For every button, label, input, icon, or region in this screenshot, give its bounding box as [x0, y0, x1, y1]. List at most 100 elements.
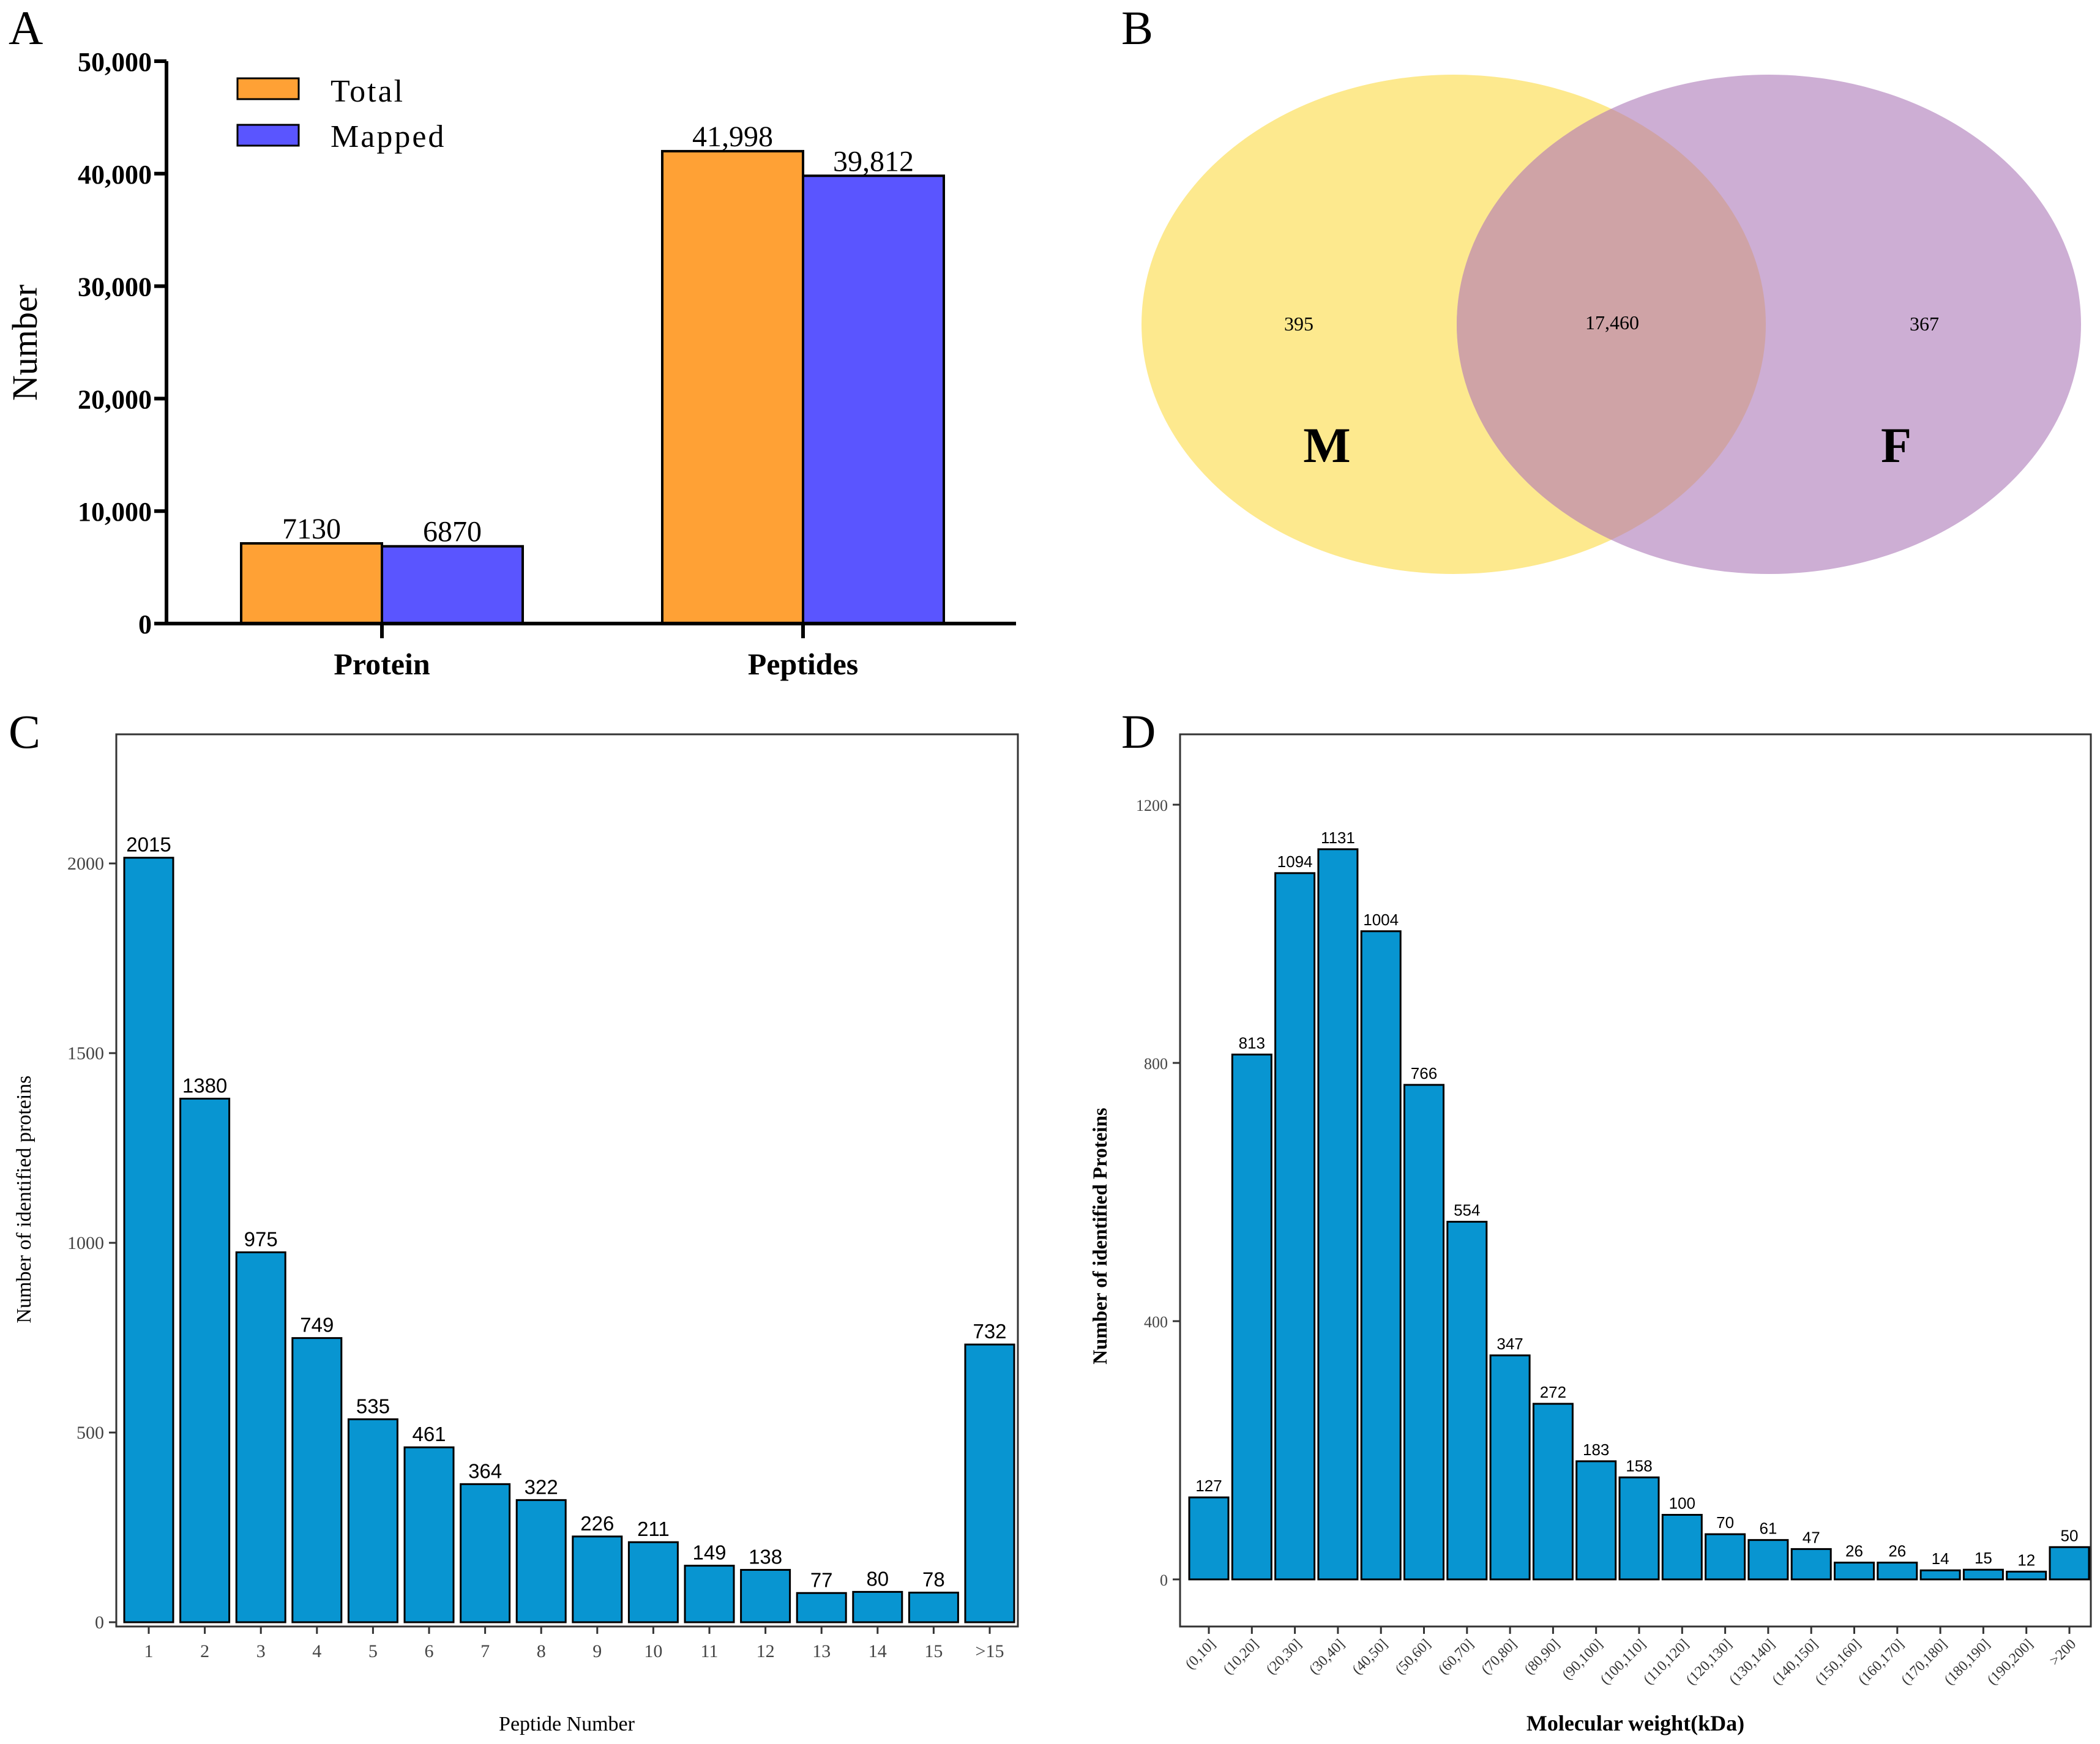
- panel-a-ytick-label: 0: [138, 609, 152, 639]
- panel-d-category-label: (180,190]: [1941, 1636, 1994, 1688]
- panel-label-b: B: [1121, 1, 1153, 54]
- legend-label-total: Total: [331, 74, 405, 109]
- panel-c-category-label: 9: [592, 1641, 602, 1661]
- panel-c-ytick-label: 1500: [67, 1043, 104, 1064]
- panel-d-bar-21: [2049, 1546, 2090, 1581]
- bar-value-label: 7130: [282, 513, 341, 545]
- panel-c-bar-14: [852, 1590, 903, 1623]
- panel-c-bar-11: [684, 1565, 735, 1623]
- panel-c-ytick-label: 1000: [67, 1233, 104, 1253]
- panel-d-bar-value-label: 26: [1888, 1542, 1906, 1560]
- panel-d-bar-8: [1489, 1354, 1531, 1581]
- panel-b-venn-diagram: 395 17,460 367 M F: [1142, 75, 2081, 574]
- panel-c-bar-9: [572, 1535, 623, 1623]
- panel-a-ytick-label: 30,000: [78, 272, 152, 302]
- panel-d-category-label: >200: [2047, 1636, 2079, 1669]
- panel-d-bar-value-label: 100: [1669, 1494, 1695, 1513]
- panel-a-ytick-label: 10,000: [78, 497, 152, 527]
- bar-total-peptides: [661, 150, 804, 625]
- panel-c-category-label: 1: [144, 1641, 154, 1661]
- panel-c-bar-6: [403, 1446, 455, 1623]
- panel-c-bar-value-label: 364: [468, 1459, 502, 1482]
- panel-d-bar-value-label: 766: [1411, 1064, 1437, 1083]
- panel-d-bar-value-label: 1004: [1363, 911, 1399, 929]
- venn-overlap: [1457, 75, 1766, 574]
- panel-c-ytick-label: 2000: [67, 854, 104, 874]
- panel-c-category-label: 11: [701, 1641, 719, 1661]
- panel-c-bar-15: [908, 1592, 959, 1623]
- panel-c-bar-value-label: 80: [866, 1567, 889, 1590]
- panel-c-xlabel: Peptide Number: [499, 1713, 635, 1735]
- panel-c-ylabel: Number of identified proteins: [13, 1075, 35, 1323]
- panel-c-bar-value-label: 77: [810, 1568, 833, 1591]
- panel-c-category-label: 10: [644, 1641, 662, 1661]
- panel-d-bar-value-label: 70: [1716, 1513, 1734, 1532]
- panel-d-category-label: (70,80]: [1478, 1636, 1520, 1678]
- venn-label-f: F: [1881, 417, 1911, 473]
- panel-d-bar-11: [1618, 1476, 1660, 1581]
- panel-d-bar-value-label: 183: [1583, 1440, 1609, 1459]
- panel-c-ytick-label: 0: [95, 1612, 104, 1633]
- panel-d-bar-6: [1403, 1084, 1444, 1581]
- panel-c-bar-value-label: 975: [244, 1228, 278, 1251]
- panel-d-bar-value-label: 26: [1845, 1542, 1863, 1560]
- panel-c-bar-4: [291, 1337, 343, 1623]
- panel-c-ytick-label: 500: [77, 1423, 104, 1443]
- panel-d-bar-19: [1962, 1568, 2004, 1581]
- panel-d-bar-value-label: 127: [1195, 1477, 1222, 1495]
- panel-c-bar-value-label: 732: [973, 1320, 1006, 1343]
- panel-a-bar-chart: 0 10,000 20,000 30,000 40,000 50,000 7130 6870…: [5, 47, 1016, 681]
- panel-a-category-label: Peptides: [748, 647, 859, 681]
- panel-d-bar-value-label: 15: [1975, 1549, 1992, 1567]
- panel-d-bar-9: [1532, 1403, 1574, 1581]
- panel-d-category-label: (190,200]: [1984, 1636, 2036, 1688]
- panel-d-category-label: (0,10]: [1183, 1636, 1219, 1672]
- panel-d-bar-20: [2006, 1570, 2047, 1581]
- panel-d-category-label: (160,170]: [1855, 1636, 1907, 1688]
- panel-d-ytick-label: 800: [1144, 1055, 1168, 1073]
- panel-c-bar-value-label: 149: [692, 1541, 726, 1564]
- panel-d-ytick-label: 1200: [1136, 797, 1168, 814]
- panel-d-bar-value-label: 50: [2061, 1526, 2079, 1545]
- panel-c-bar-value-label: 535: [356, 1395, 390, 1417]
- panel-d-category-label: (140,150]: [1769, 1636, 1822, 1688]
- bar-value-label: 41,998: [692, 121, 773, 153]
- venn-f-only-count: 367: [1910, 313, 1939, 335]
- panel-d-bar-chart: 0 400 800 1200 127 813 1094 1131 1004 766 554 347 2…: [1089, 733, 2092, 1735]
- panel-d-bar-14: [1747, 1539, 1789, 1581]
- panel-d-category-label: (130,140]: [1726, 1636, 1778, 1688]
- panel-c-category-label: 4: [312, 1641, 321, 1661]
- panel-c-bar-value-label: 461: [412, 1423, 446, 1445]
- panel-c-bar-5: [347, 1418, 398, 1623]
- panel-c-bar-8: [515, 1499, 567, 1623]
- panel-d-bar-2: [1231, 1053, 1272, 1581]
- panel-d-category-label: (20,30]: [1263, 1636, 1305, 1678]
- panel-d-category-label: (100,110]: [1597, 1636, 1649, 1688]
- panel-c-bar-value-label: 749: [300, 1314, 334, 1336]
- panel-c-bar-value-label: 211: [637, 1518, 670, 1540]
- panel-c-bar-value-label: 1380: [182, 1074, 227, 1097]
- panel-d-bar-18: [1919, 1569, 1961, 1581]
- panel-c-bar-10: [627, 1541, 679, 1623]
- panel-a-ylabel: Number: [5, 285, 45, 401]
- panel-c-bar-value-label: 226: [580, 1512, 614, 1535]
- bar-value-label: 39,812: [833, 145, 914, 177]
- panel-d-bar-value-label: 158: [1626, 1456, 1652, 1475]
- panel-c-category-label: 8: [537, 1641, 546, 1661]
- panel-a-ytick-label: 40,000: [78, 160, 152, 190]
- panel-d-bar-7: [1446, 1221, 1488, 1581]
- panel-d-bar-value-label: 347: [1497, 1335, 1523, 1353]
- panel-c-bar-7: [460, 1483, 511, 1623]
- panel-d-bar-10: [1575, 1460, 1617, 1581]
- panel-d-category-label: (150,160]: [1812, 1636, 1864, 1688]
- panel-d-category-label: (80,90]: [1522, 1636, 1563, 1678]
- panel-c-bar-12: [740, 1568, 791, 1623]
- bar-mapped-peptides: [802, 174, 945, 625]
- panel-d-bar-value-label: 554: [1454, 1201, 1480, 1220]
- panel-c-category-label: 15: [924, 1641, 943, 1661]
- panel-label-a: A: [9, 1, 43, 54]
- panel-c-category-label: 3: [256, 1641, 266, 1661]
- legend-swatch-mapped: [236, 124, 300, 147]
